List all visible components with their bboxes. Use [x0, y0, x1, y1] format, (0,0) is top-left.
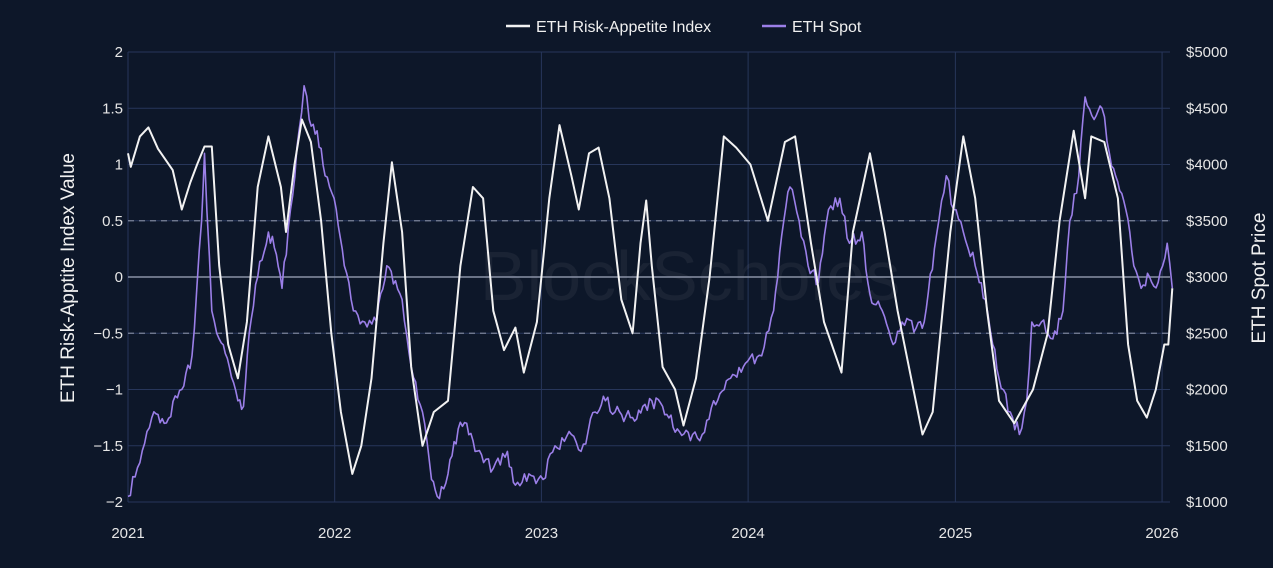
x-tick-label: 2024: [731, 525, 764, 542]
left-tick-label: −1.5: [93, 438, 123, 455]
left-tick-label: −2: [106, 494, 123, 511]
right-tick-label: $3500: [1186, 213, 1228, 230]
x-tick-label: 2023: [525, 525, 558, 542]
reference-lines: [128, 220, 1170, 334]
right-axis-title: ETH Spot Price: [1249, 213, 1270, 344]
left-tick-label: 1.5: [102, 100, 123, 117]
x-axis-ticks: 2021 2022 2023 2024 2025 2026: [111, 525, 1178, 542]
left-tick-label: 0.5: [102, 213, 123, 230]
x-tick-label: 2022: [318, 525, 351, 542]
legend-label-index: ETH Risk-Appetite Index: [536, 19, 711, 36]
x-tick-label: 2026: [1145, 525, 1178, 542]
right-tick-label: $1500: [1186, 438, 1228, 455]
legend[interactable]: ETH Risk-Appetite Index ETH Spot: [506, 19, 862, 36]
risk-appetite-index-line: [127, 118, 1174, 475]
left-tick-label: −1: [106, 382, 123, 399]
right-tick-label: $3000: [1186, 269, 1228, 286]
left-tick-label: −0.5: [93, 325, 123, 342]
left-tick-label: 0: [115, 269, 123, 286]
right-tick-label: $2500: [1186, 325, 1228, 342]
left-axis-title: ETH Risk-Apptite Index Value: [58, 153, 79, 403]
right-tick-label: $1000: [1186, 494, 1228, 511]
left-axis-ticks: 2 1.5 1 0.5 0 −0.5 −1 −1.5 −2: [93, 44, 123, 511]
right-axis-ticks: $5000 $4500 $4000 $3500 $3000 $2500 $2000 $1500…: [1186, 44, 1228, 511]
right-tick-label: $5000: [1186, 44, 1228, 61]
legend-label-spot: ETH Spot: [792, 19, 862, 36]
x-tick-label: 2021: [111, 525, 144, 542]
right-tick-label: $4000: [1186, 157, 1228, 174]
series-lines: [127, 85, 1174, 500]
watermark: BlockScholes: [480, 237, 900, 315]
left-tick-label: 1: [115, 157, 123, 174]
left-tick-label: 2: [115, 44, 123, 61]
right-tick-label: $2000: [1186, 382, 1228, 399]
x-tick-label: 2025: [939, 525, 972, 542]
right-tick-label: $4500: [1186, 100, 1228, 117]
